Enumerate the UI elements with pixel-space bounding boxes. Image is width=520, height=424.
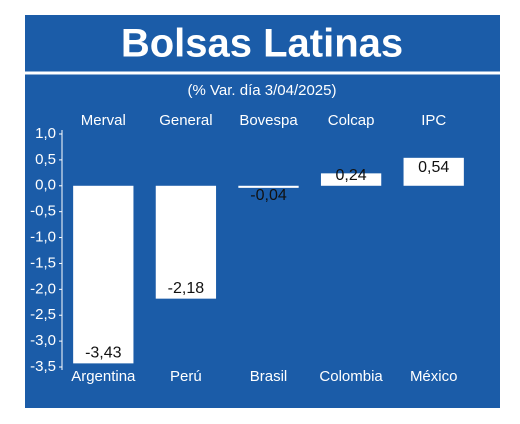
x-tick-label: México <box>410 368 458 385</box>
bar <box>155 185 217 299</box>
y-tick-label: -1,5 <box>30 254 56 271</box>
y-tick-label: 0,5 <box>35 151 56 168</box>
y-tick-label: -2,5 <box>30 306 56 323</box>
index-label: General <box>159 112 212 129</box>
bar <box>73 185 134 364</box>
y-tick-label: -1,0 <box>30 229 56 246</box>
chart-subtitle: (% Var. día 3/04/2025) <box>188 82 337 99</box>
x-tick-label: Argentina <box>71 368 136 385</box>
value-label: 0,54 <box>418 159 449 176</box>
value-label: -0,04 <box>250 187 287 204</box>
bar <box>320 173 382 186</box>
value-label: -2,18 <box>168 280 205 297</box>
chart-title: Bolsas Latinas <box>121 22 403 66</box>
y-tick-label: 1,0 <box>35 125 56 142</box>
index-label: Bovespa <box>239 112 298 129</box>
x-tick-label: Colombia <box>319 368 383 385</box>
index-label: Merval <box>81 112 126 129</box>
value-label: -3,43 <box>85 345 122 362</box>
y-tick-label: -0,5 <box>30 203 56 220</box>
value-label: 0,24 <box>336 167 367 184</box>
y-tick-label: -3,0 <box>30 332 56 349</box>
y-tick-label: -3,5 <box>30 358 56 375</box>
bar <box>403 157 464 186</box>
y-tick-label: -2,0 <box>30 280 56 297</box>
y-tick-label: 0,0 <box>35 177 56 194</box>
x-tick-label: Perú <box>170 368 202 385</box>
index-label: IPC <box>421 112 446 129</box>
index-label: Colcap <box>328 112 375 129</box>
x-tick-label: Brasil <box>250 368 288 385</box>
bar <box>238 185 299 188</box>
